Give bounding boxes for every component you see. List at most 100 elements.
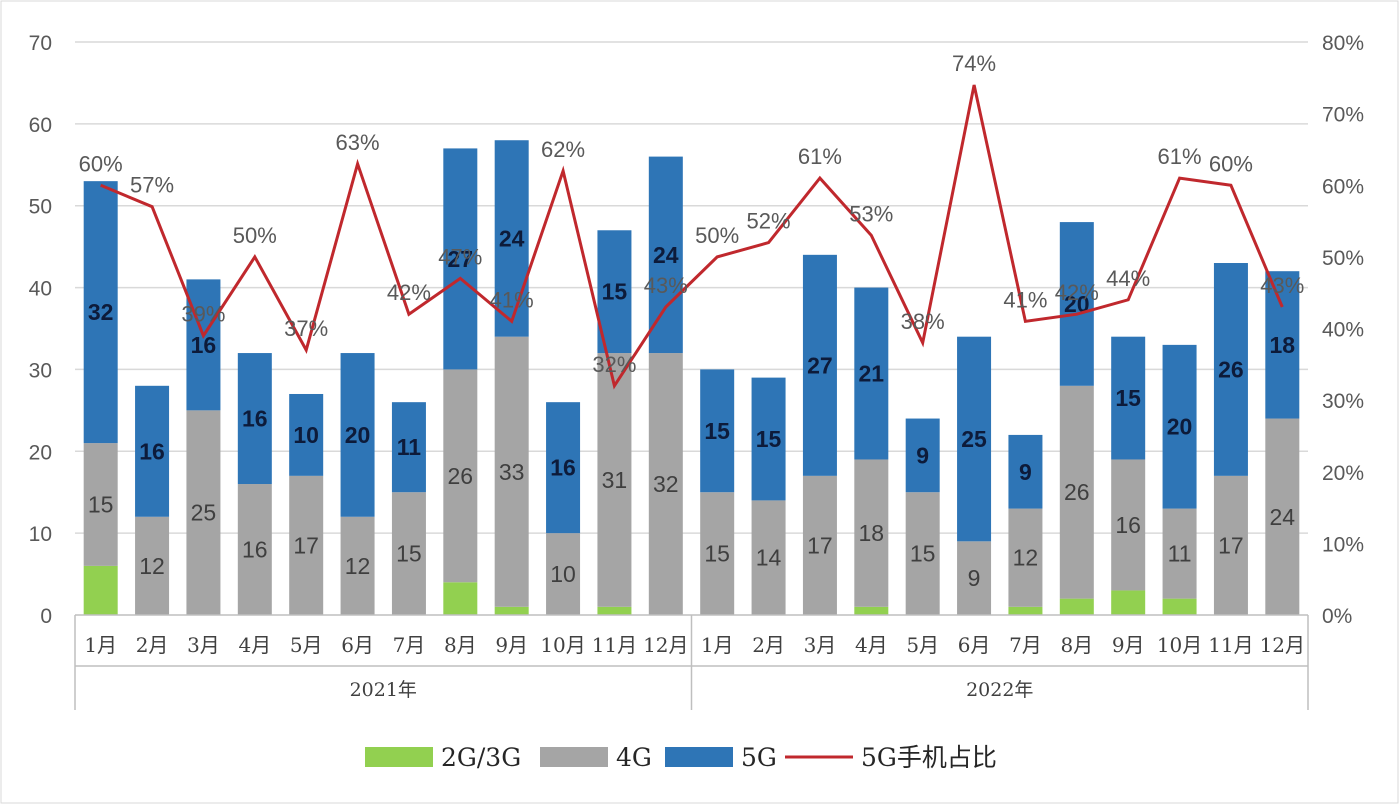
bar-4g	[443, 369, 478, 583]
bar-4g	[289, 475, 324, 615]
bar-4g	[135, 516, 170, 615]
bar-5g	[546, 402, 581, 534]
legend-item-label: 5G	[741, 743, 777, 772]
bar-5g	[237, 353, 272, 485]
bar-2g3g	[443, 582, 478, 615]
bar-5g	[751, 377, 786, 501]
y-right-tick: 50%	[1322, 247, 1364, 270]
data-label-4g: 11	[1168, 541, 1192, 567]
data-label-5g: 24	[653, 242, 679, 268]
data-label-5g: 15	[602, 279, 628, 305]
data-label-5g-share: 50%	[695, 223, 739, 248]
bar-5g	[1008, 434, 1043, 509]
data-label-4g: 32	[653, 471, 679, 497]
data-label-5g: 18	[1270, 332, 1296, 358]
bar-5g	[289, 393, 324, 476]
y-left-tick: 20	[29, 441, 52, 464]
data-label-5g-share: 61%	[1158, 144, 1202, 169]
data-label-5g: 26	[1218, 356, 1244, 382]
data-label-5g-share: 63%	[336, 130, 380, 155]
bar-5g	[957, 336, 992, 542]
bar-4g	[186, 410, 221, 615]
bar-2g3g	[1111, 590, 1146, 615]
data-label-4g: 24	[1270, 504, 1296, 530]
bar-2g3g	[83, 565, 118, 615]
data-label-5g: 24	[499, 225, 525, 251]
data-label-5g-share: 43%	[1260, 273, 1304, 298]
bar-2g3g	[494, 606, 529, 615]
x-tick-label: 4月	[238, 633, 271, 657]
bar-5g	[391, 402, 426, 493]
data-label-5g: 25	[961, 426, 987, 452]
data-label-4g: 17	[807, 532, 833, 558]
y-right-tick: 70%	[1322, 104, 1364, 127]
bar-5g	[83, 181, 118, 444]
bar-4g	[700, 492, 735, 615]
data-label-4g: 18	[859, 520, 885, 546]
bar-5g	[1059, 222, 1094, 386]
data-label-4g: 17	[1218, 532, 1244, 558]
x-group-label: 2021年	[350, 679, 417, 701]
x-tick-label: 5月	[906, 633, 939, 657]
data-label-5g-share: 53%	[849, 201, 893, 226]
legend-item-label: 5G手机占比	[861, 743, 997, 772]
bar-4g	[597, 353, 632, 607]
x-tick-label: 12月	[643, 633, 688, 657]
data-label-5g: 11	[397, 434, 422, 460]
legend-item-label: 4G	[616, 743, 652, 772]
legend-item-label: 2G/3G	[441, 743, 521, 772]
data-label-4g: 16	[242, 537, 268, 563]
bar-2g3g	[597, 606, 632, 615]
data-label-5g-share: 41%	[1003, 287, 1047, 312]
data-label-5g: 9	[916, 442, 929, 468]
x-tick-label: 11月	[592, 633, 637, 657]
bar-5g	[1111, 336, 1146, 460]
data-label-4g: 10	[550, 561, 576, 587]
y-right-tick: 20%	[1322, 462, 1364, 485]
x-tick-label: 6月	[958, 633, 991, 657]
data-label-4g: 12	[1013, 545, 1039, 571]
data-label-4g: 26	[1064, 479, 1090, 505]
data-label-5g: 20	[1167, 414, 1193, 440]
x-tick-label: 3月	[804, 633, 837, 657]
data-label-4g: 12	[139, 553, 165, 579]
bar-4g	[494, 336, 529, 607]
data-label-5g-share: 39%	[181, 302, 225, 327]
data-label-4g: 15	[910, 541, 936, 567]
bar-5g	[1213, 263, 1248, 476]
bar-4g	[854, 459, 889, 607]
bar-4g	[1008, 508, 1043, 607]
bar-5g	[1265, 271, 1300, 419]
bar-4g	[546, 533, 581, 615]
data-label-5g-share: 74%	[952, 51, 996, 76]
data-label-5g-share: 62%	[541, 137, 585, 162]
data-label-5g-share: 38%	[901, 309, 945, 334]
x-tick-label: 7月	[1009, 633, 1042, 657]
data-label-5g: 27	[448, 246, 474, 272]
data-label-5g: 16	[139, 438, 165, 464]
data-label-5g-share: 42%	[1055, 280, 1099, 305]
data-label-5g-share: 32%	[592, 352, 636, 377]
x-tick-label: 11月	[1208, 633, 1253, 657]
bar-5g	[135, 385, 170, 517]
data-label-4g: 31	[602, 467, 628, 493]
data-label-5g: 16	[550, 455, 576, 481]
x-tick-label: 7月	[393, 633, 426, 657]
bar-5g	[494, 140, 529, 337]
x-tick-label: 4月	[855, 633, 888, 657]
legend-swatch	[540, 747, 608, 767]
x-tick-label: 3月	[187, 633, 220, 657]
data-label-5g-share: 60%	[79, 151, 123, 176]
bar-4g	[83, 443, 118, 566]
data-label-5g-share: 47%	[438, 244, 482, 269]
bar-4g	[1059, 385, 1094, 599]
bar-5g	[340, 353, 375, 517]
data-label-5g: 16	[242, 406, 268, 432]
data-label-5g: 21	[859, 361, 885, 387]
bar-2g3g	[1162, 598, 1197, 615]
y-left-tick: 10	[29, 523, 52, 546]
y-right-tick: 60%	[1322, 175, 1364, 198]
x-tick-label: 6月	[341, 633, 374, 657]
data-label-5g: 9	[1019, 459, 1032, 485]
x-tick-label: 2月	[136, 633, 169, 657]
